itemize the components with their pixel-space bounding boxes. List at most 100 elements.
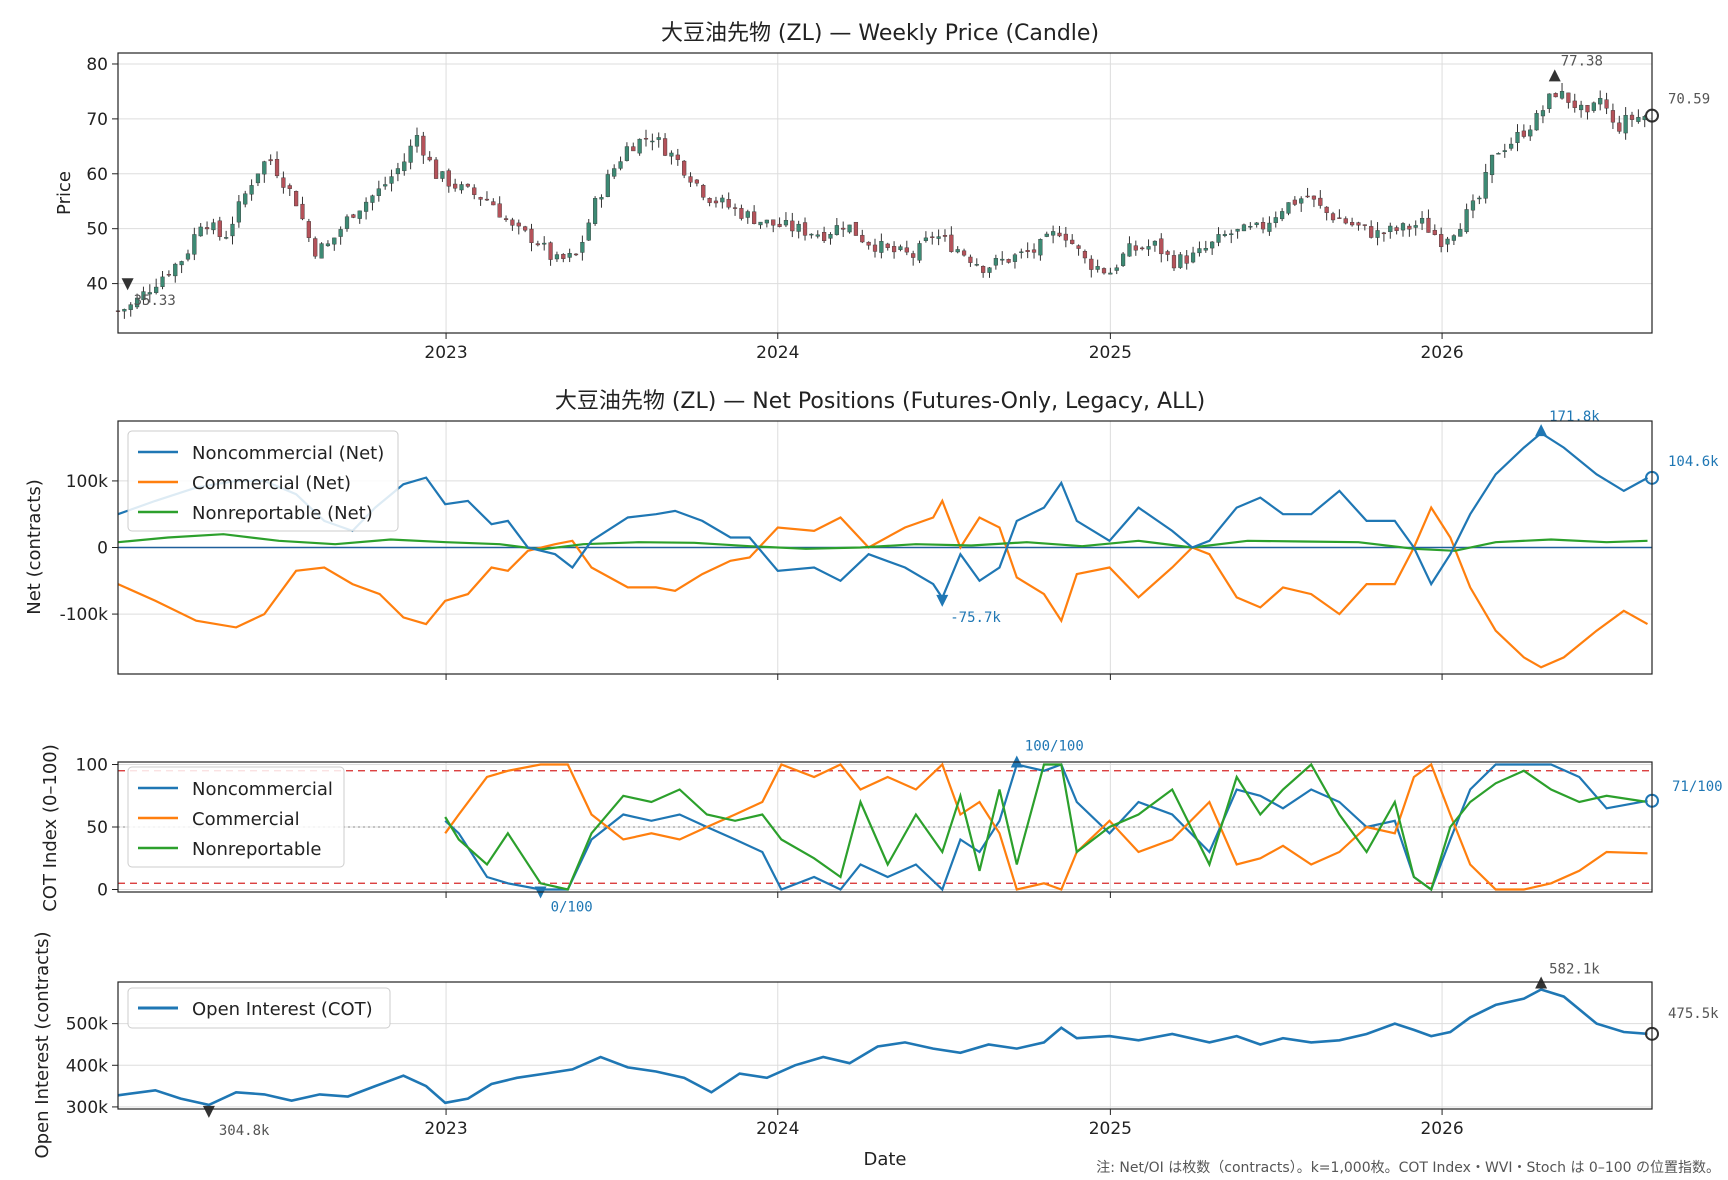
candle-body bbox=[134, 297, 140, 308]
price-ytick-label: 60 bbox=[86, 165, 108, 185]
net-min-marker bbox=[936, 594, 949, 607]
x-axis-label: Date bbox=[863, 1149, 906, 1170]
candle-body bbox=[1070, 239, 1075, 244]
candle-body bbox=[981, 265, 986, 273]
candle-body bbox=[1394, 227, 1399, 231]
candle-body bbox=[389, 176, 394, 184]
candle-body bbox=[1496, 153, 1501, 155]
oi-line bbox=[117, 988, 1648, 1107]
net-ytick-label: 0 bbox=[97, 539, 108, 559]
candle-body bbox=[1197, 248, 1202, 254]
candle-body bbox=[834, 225, 839, 235]
candle-body bbox=[1324, 206, 1329, 213]
candle-body bbox=[503, 218, 509, 221]
price-annotations: 77.38 35.33 70.59 bbox=[121, 53, 1710, 309]
candle-body bbox=[764, 219, 769, 224]
candle-body bbox=[154, 286, 159, 293]
cot-ylabel: COT Index (0–100) bbox=[40, 744, 61, 912]
oi-legend-box bbox=[127, 987, 391, 1029]
candle-body bbox=[911, 253, 916, 258]
oi-xtick-label: 2025 bbox=[1089, 1119, 1132, 1139]
candle-body bbox=[605, 174, 610, 197]
candle-body bbox=[141, 291, 146, 301]
oi-frame bbox=[117, 981, 1653, 1110]
candle-body bbox=[1165, 251, 1170, 255]
candle-body bbox=[1260, 222, 1266, 230]
net-max-marker bbox=[1535, 424, 1548, 437]
cot-yticks: 0 50 100 bbox=[76, 756, 118, 901]
candle-body bbox=[1445, 238, 1450, 245]
candle-body bbox=[1375, 230, 1380, 238]
oi-xtick-label: 2024 bbox=[756, 1119, 799, 1139]
price-title: 大豆油先物 (ZL) — Weekly Price (Candle) bbox=[661, 21, 1099, 46]
candle-body bbox=[243, 193, 248, 205]
oi-yticks: 300k 400k 500k bbox=[66, 1015, 118, 1118]
candle-body bbox=[1108, 272, 1113, 275]
candle-body bbox=[669, 152, 674, 157]
candle-body bbox=[1140, 247, 1145, 250]
candle-body bbox=[1051, 231, 1056, 236]
candle-body bbox=[1235, 228, 1240, 232]
candle-body bbox=[1203, 248, 1208, 251]
candle-body bbox=[1579, 104, 1584, 111]
candle-body bbox=[1636, 116, 1641, 122]
price-candles bbox=[115, 82, 1647, 319]
candle-body bbox=[1343, 218, 1348, 224]
candle-body bbox=[274, 159, 280, 177]
candle-body bbox=[542, 242, 547, 245]
candle-body bbox=[720, 197, 725, 203]
candle-body bbox=[1528, 129, 1533, 137]
cot-legend-box bbox=[127, 766, 345, 868]
candle-body bbox=[1280, 211, 1285, 220]
cot-legend-commercial: Commercial bbox=[192, 809, 300, 830]
candle-body bbox=[351, 214, 356, 218]
candle-body bbox=[262, 161, 267, 175]
candle-body bbox=[1120, 253, 1126, 266]
cot-ytick-label: 50 bbox=[86, 818, 108, 838]
candle-body bbox=[1521, 130, 1526, 137]
candle-body bbox=[993, 258, 998, 266]
candle-body bbox=[319, 243, 324, 259]
candle-body bbox=[1019, 251, 1024, 253]
net-panel: 大豆油先物 (ZL) — Net Positions (Futures-Only… bbox=[24, 389, 1719, 680]
cot-legend: Noncommercial Commercial Nonreportable bbox=[127, 766, 345, 868]
candle-body bbox=[281, 177, 286, 188]
cot-lines bbox=[444, 762, 1648, 892]
candle-body bbox=[160, 276, 165, 287]
net-noncommercial-line bbox=[117, 431, 1649, 601]
candle-body bbox=[414, 135, 420, 147]
cot-min-label: 0/100 bbox=[551, 900, 593, 916]
candle-body bbox=[1222, 234, 1227, 236]
candle-body bbox=[822, 231, 827, 242]
candle-body bbox=[752, 211, 757, 224]
candle-body bbox=[446, 170, 451, 187]
price-yticks: 40 50 60 70 80 bbox=[86, 55, 118, 295]
candle-body bbox=[1267, 222, 1272, 232]
oi-ylabel: Open Interest (contracts) bbox=[32, 931, 53, 1158]
candle-body bbox=[701, 185, 706, 198]
candle-body bbox=[440, 171, 445, 179]
cot-ytick-label: 100 bbox=[76, 756, 108, 776]
candle-body bbox=[166, 274, 171, 276]
candle-body bbox=[332, 237, 337, 245]
candle-body bbox=[465, 183, 470, 187]
candle-body bbox=[1407, 225, 1412, 230]
candle-body bbox=[885, 243, 890, 248]
candle-body bbox=[1451, 235, 1456, 241]
candle-body bbox=[402, 161, 407, 172]
candle-body bbox=[917, 243, 922, 261]
candle-body bbox=[580, 241, 585, 253]
candle-body bbox=[1114, 267, 1119, 271]
candle-body bbox=[879, 241, 884, 253]
candle-body bbox=[1095, 266, 1100, 270]
candle-body bbox=[554, 254, 560, 260]
candle-body bbox=[1254, 222, 1259, 225]
candle-body bbox=[325, 243, 331, 247]
candle-body bbox=[923, 237, 928, 241]
cot-commercial-line bbox=[444, 762, 1648, 891]
candle-body bbox=[1006, 259, 1011, 263]
candle-body bbox=[224, 237, 229, 239]
price-ytick-label: 80 bbox=[86, 55, 108, 75]
candle-body bbox=[802, 222, 808, 236]
price-xtick-label: 2025 bbox=[1089, 343, 1132, 363]
